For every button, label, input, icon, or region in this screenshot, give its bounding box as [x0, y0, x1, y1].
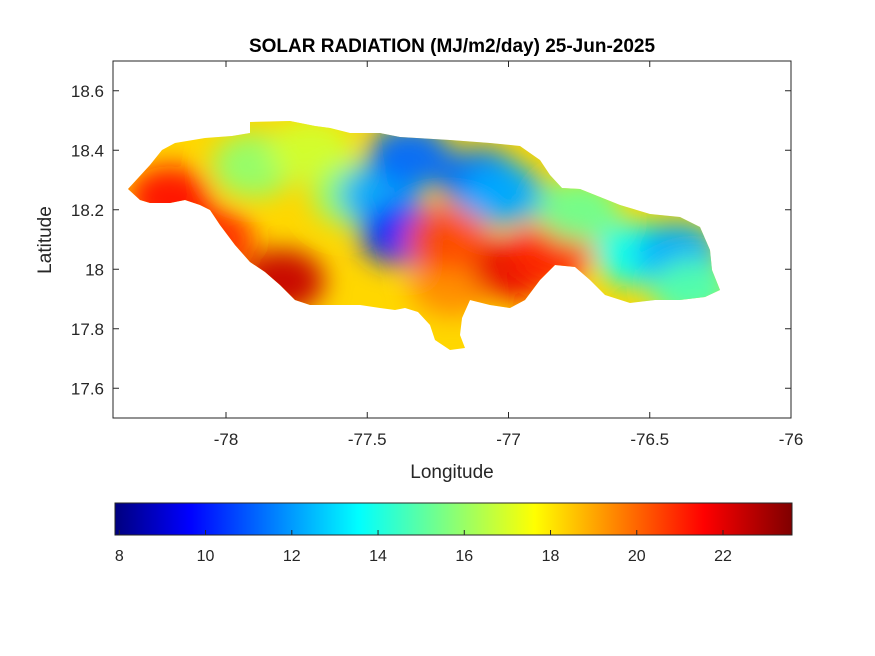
colorbar-tick-label: 16 [455, 548, 473, 565]
x-tick-label: -77.5 [348, 430, 387, 449]
x-axis: -78 -77.5 -77 -76.5 -76 [214, 61, 804, 449]
heat-region-8 [367, 124, 452, 189]
colorbar-tick-label: 14 [369, 548, 387, 565]
colorbar-tick-label: 18 [542, 548, 560, 565]
chart-title: SOLAR RADIATION (MJ/m2/day) 25-Jun-2025 [249, 36, 656, 57]
colorbar-tick-label: 20 [628, 548, 646, 565]
y-tick-label: 18 [85, 260, 104, 279]
y-tick-label: 17.8 [71, 320, 104, 339]
colorbar-tick-label: 22 [714, 548, 732, 565]
heat-region-12 [404, 207, 489, 272]
x-tick-label: -76 [779, 430, 804, 449]
y-axis-label: Latitude [35, 206, 56, 274]
y-tick-label: 18.6 [71, 82, 104, 101]
x-tick-label: -78 [214, 430, 239, 449]
y-axis: 17.6 17.8 18 18.2 18.4 18.6 [71, 82, 791, 398]
x-tick-label: -77 [496, 430, 521, 449]
colorbar-ticks: 8 10 12 14 16 18 20 22 [115, 530, 732, 565]
y-tick-label: 18.2 [71, 201, 104, 220]
x-tick-label: -76.5 [630, 430, 669, 449]
heat-region-10 [460, 162, 545, 227]
x-axis-label: Longitude [410, 462, 493, 483]
heat-region-4 [268, 121, 353, 183]
colorbar [114, 502, 793, 536]
y-tick-label: 17.6 [71, 379, 104, 398]
colorbar-tick-label: 12 [283, 548, 301, 565]
y-tick-label: 18.4 [71, 141, 104, 160]
colorbar-tick-label: 8 [115, 548, 124, 565]
colorbar-tick-label: 10 [197, 548, 215, 565]
